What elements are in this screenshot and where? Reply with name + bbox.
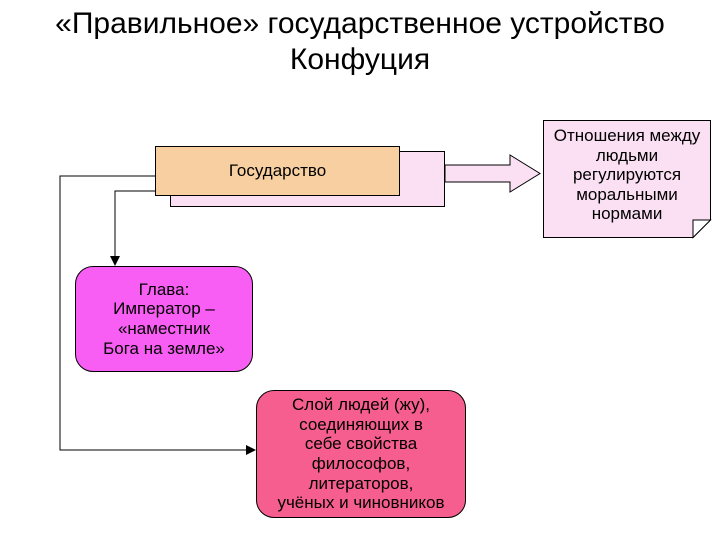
head-label: Глава:Император –«наместникБога на земле… bbox=[103, 280, 225, 358]
head-box: Глава:Император –«наместникБога на земле… bbox=[75, 266, 253, 372]
stratum-box: Слой людей (жу),соединяющих всебе свойст… bbox=[256, 390, 466, 518]
state-label: Государство bbox=[229, 161, 326, 181]
note-label: Отношения междулюдьмирегулируютсяморальн… bbox=[543, 126, 711, 224]
state-box: Государство bbox=[155, 146, 400, 196]
page-title: «Правильное» государственное устройство … bbox=[0, 0, 720, 78]
stratum-label: Слой людей (жу),соединяющих всебе свойст… bbox=[277, 395, 444, 512]
